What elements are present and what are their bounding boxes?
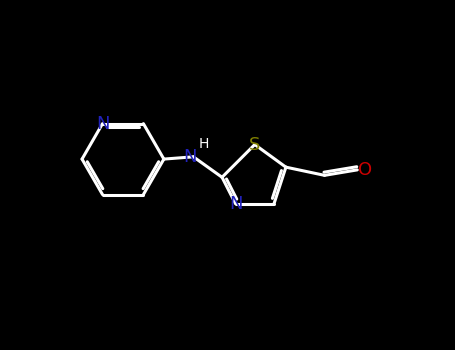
Text: O: O bbox=[359, 161, 373, 179]
Text: N: N bbox=[229, 195, 242, 213]
Text: N: N bbox=[96, 115, 109, 133]
Text: N: N bbox=[183, 148, 197, 166]
Text: H: H bbox=[198, 137, 208, 151]
Text: S: S bbox=[249, 135, 260, 154]
